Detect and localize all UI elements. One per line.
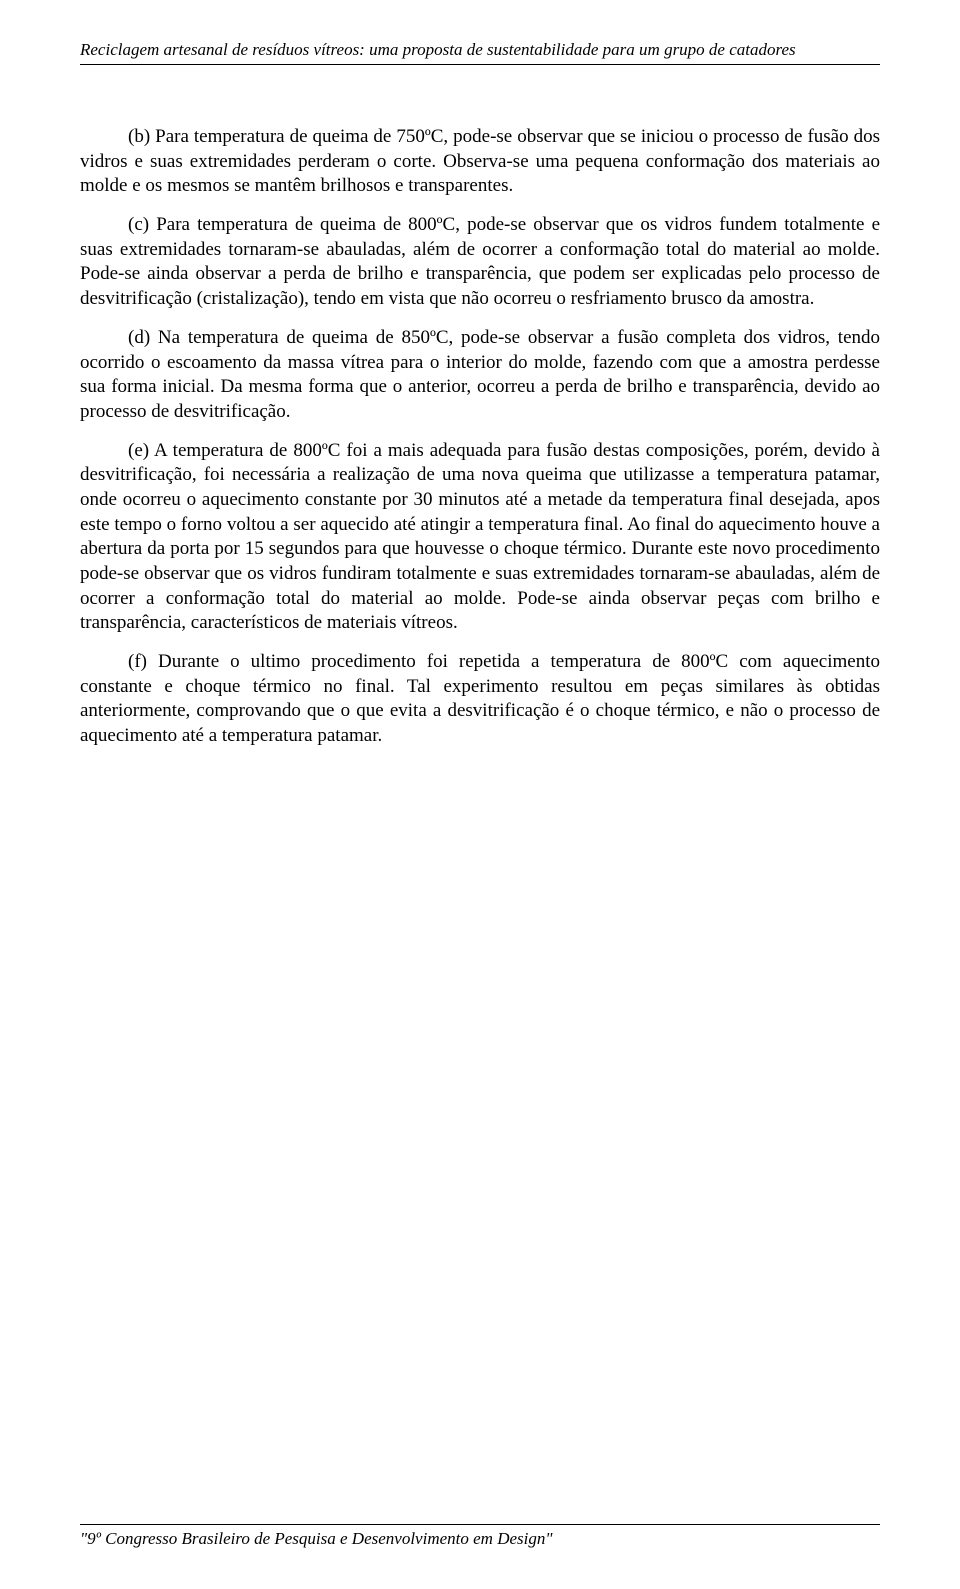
- document-body: (b) Para temperatura de queima de 750ºC,…: [80, 125, 880, 749]
- paragraph-e: (e) A temperatura de 800ºC foi a mais ad…: [80, 439, 880, 637]
- paragraph-f: (f) Durante o ultimo procedimento foi re…: [80, 650, 880, 749]
- footer-conference: "9º Congresso Brasileiro de Pesquisa e D…: [80, 1524, 880, 1549]
- paragraph-b: (b) Para temperatura de queima de 750ºC,…: [80, 125, 880, 199]
- running-header-title: Reciclagem artesanal de resíduos vítreos…: [80, 40, 880, 65]
- paragraph-c: (c) Para temperatura de queima de 800ºC,…: [80, 213, 880, 312]
- paragraph-d: (d) Na temperatura de queima de 850ºC, p…: [80, 326, 880, 425]
